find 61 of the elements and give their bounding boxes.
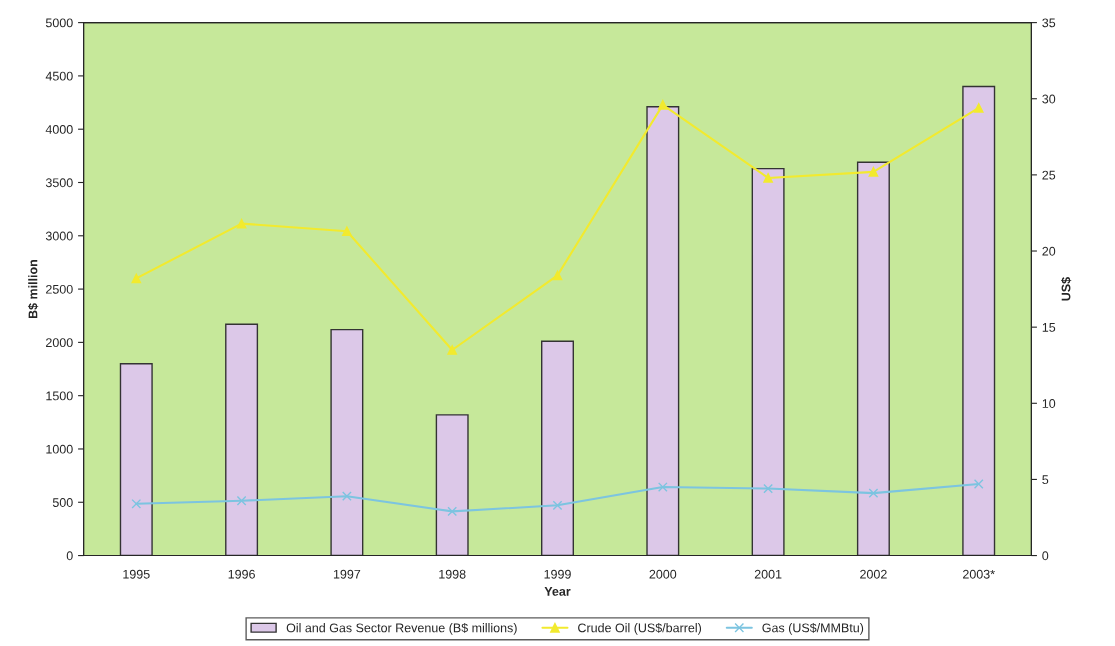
y2-tick-label: 10 — [1042, 399, 1056, 408]
point — [552, 500, 563, 511]
y-tick-label: 1000 — [46, 444, 73, 454]
y-axis-title: B$ million — [27, 259, 39, 319]
x-tick-label: 2003* — [963, 569, 995, 579]
y-tick-label: 4500 — [45, 71, 73, 81]
x-tick-label: 1998 — [439, 569, 466, 579]
x-tick-label: 1999 — [544, 569, 571, 579]
x-tick-label: 1997 — [333, 569, 361, 579]
x-axis-title: Year — [544, 587, 571, 596]
y2-tick-label: 15 — [1042, 323, 1056, 332]
y2-tick-label: 0 — [1042, 551, 1049, 561]
bar — [856, 161, 890, 556]
point — [447, 345, 458, 355]
legend-label: Oil and Gas Sector Revenue (B$ millions) — [286, 622, 517, 635]
legend-label: Crude Oil (US$/barrel) — [578, 622, 702, 635]
y-tick-label: 3000 — [45, 231, 73, 241]
point — [868, 488, 879, 498]
point — [236, 495, 247, 506]
point — [131, 498, 142, 509]
point — [657, 482, 668, 492]
legend-label: Gas (US$/MMBtu) — [762, 622, 864, 635]
x-tick-label: 2001 — [754, 569, 782, 579]
y-tick-label: 0 — [66, 551, 73, 561]
point — [763, 483, 773, 494]
y-tick-label: 2000 — [46, 338, 73, 348]
y-tick-label: 5000 — [45, 18, 73, 28]
y-tick-label: 2500 — [46, 284, 73, 294]
x-tick-label: 1996 — [228, 569, 255, 579]
point — [657, 99, 668, 110]
point — [342, 491, 352, 502]
y2-axis-title: US$ — [1061, 277, 1072, 301]
y2-tick-label: 35 — [1042, 18, 1056, 28]
point — [552, 270, 563, 281]
y2-tick-label: 25 — [1042, 170, 1056, 180]
point — [973, 479, 984, 489]
point — [868, 166, 879, 177]
y-tick-label: 3500 — [45, 178, 73, 188]
y2-tick-label: 30 — [1042, 94, 1056, 104]
y-tick-label: 4000 — [45, 125, 73, 134]
bar — [751, 167, 785, 556]
point — [342, 226, 352, 237]
y-tick-label: 1500 — [46, 391, 73, 401]
x-tick-label: 1995 — [123, 569, 150, 579]
y-tick-label: 500 — [52, 498, 73, 507]
bar — [962, 85, 996, 556]
bar — [330, 328, 364, 556]
bar — [646, 106, 680, 556]
x-tick-label: 2002 — [860, 569, 887, 579]
point — [131, 273, 142, 284]
y2-tick-label: 5 — [1042, 475, 1049, 485]
point — [447, 506, 458, 517]
bar — [435, 414, 469, 556]
bar — [541, 340, 574, 556]
point — [763, 173, 773, 183]
point — [236, 218, 247, 229]
x-tick-label: 2000 — [649, 569, 677, 579]
point — [973, 103, 984, 113]
bar — [225, 323, 259, 556]
y2-tick-label: 20 — [1042, 246, 1056, 256]
bar — [119, 363, 153, 556]
